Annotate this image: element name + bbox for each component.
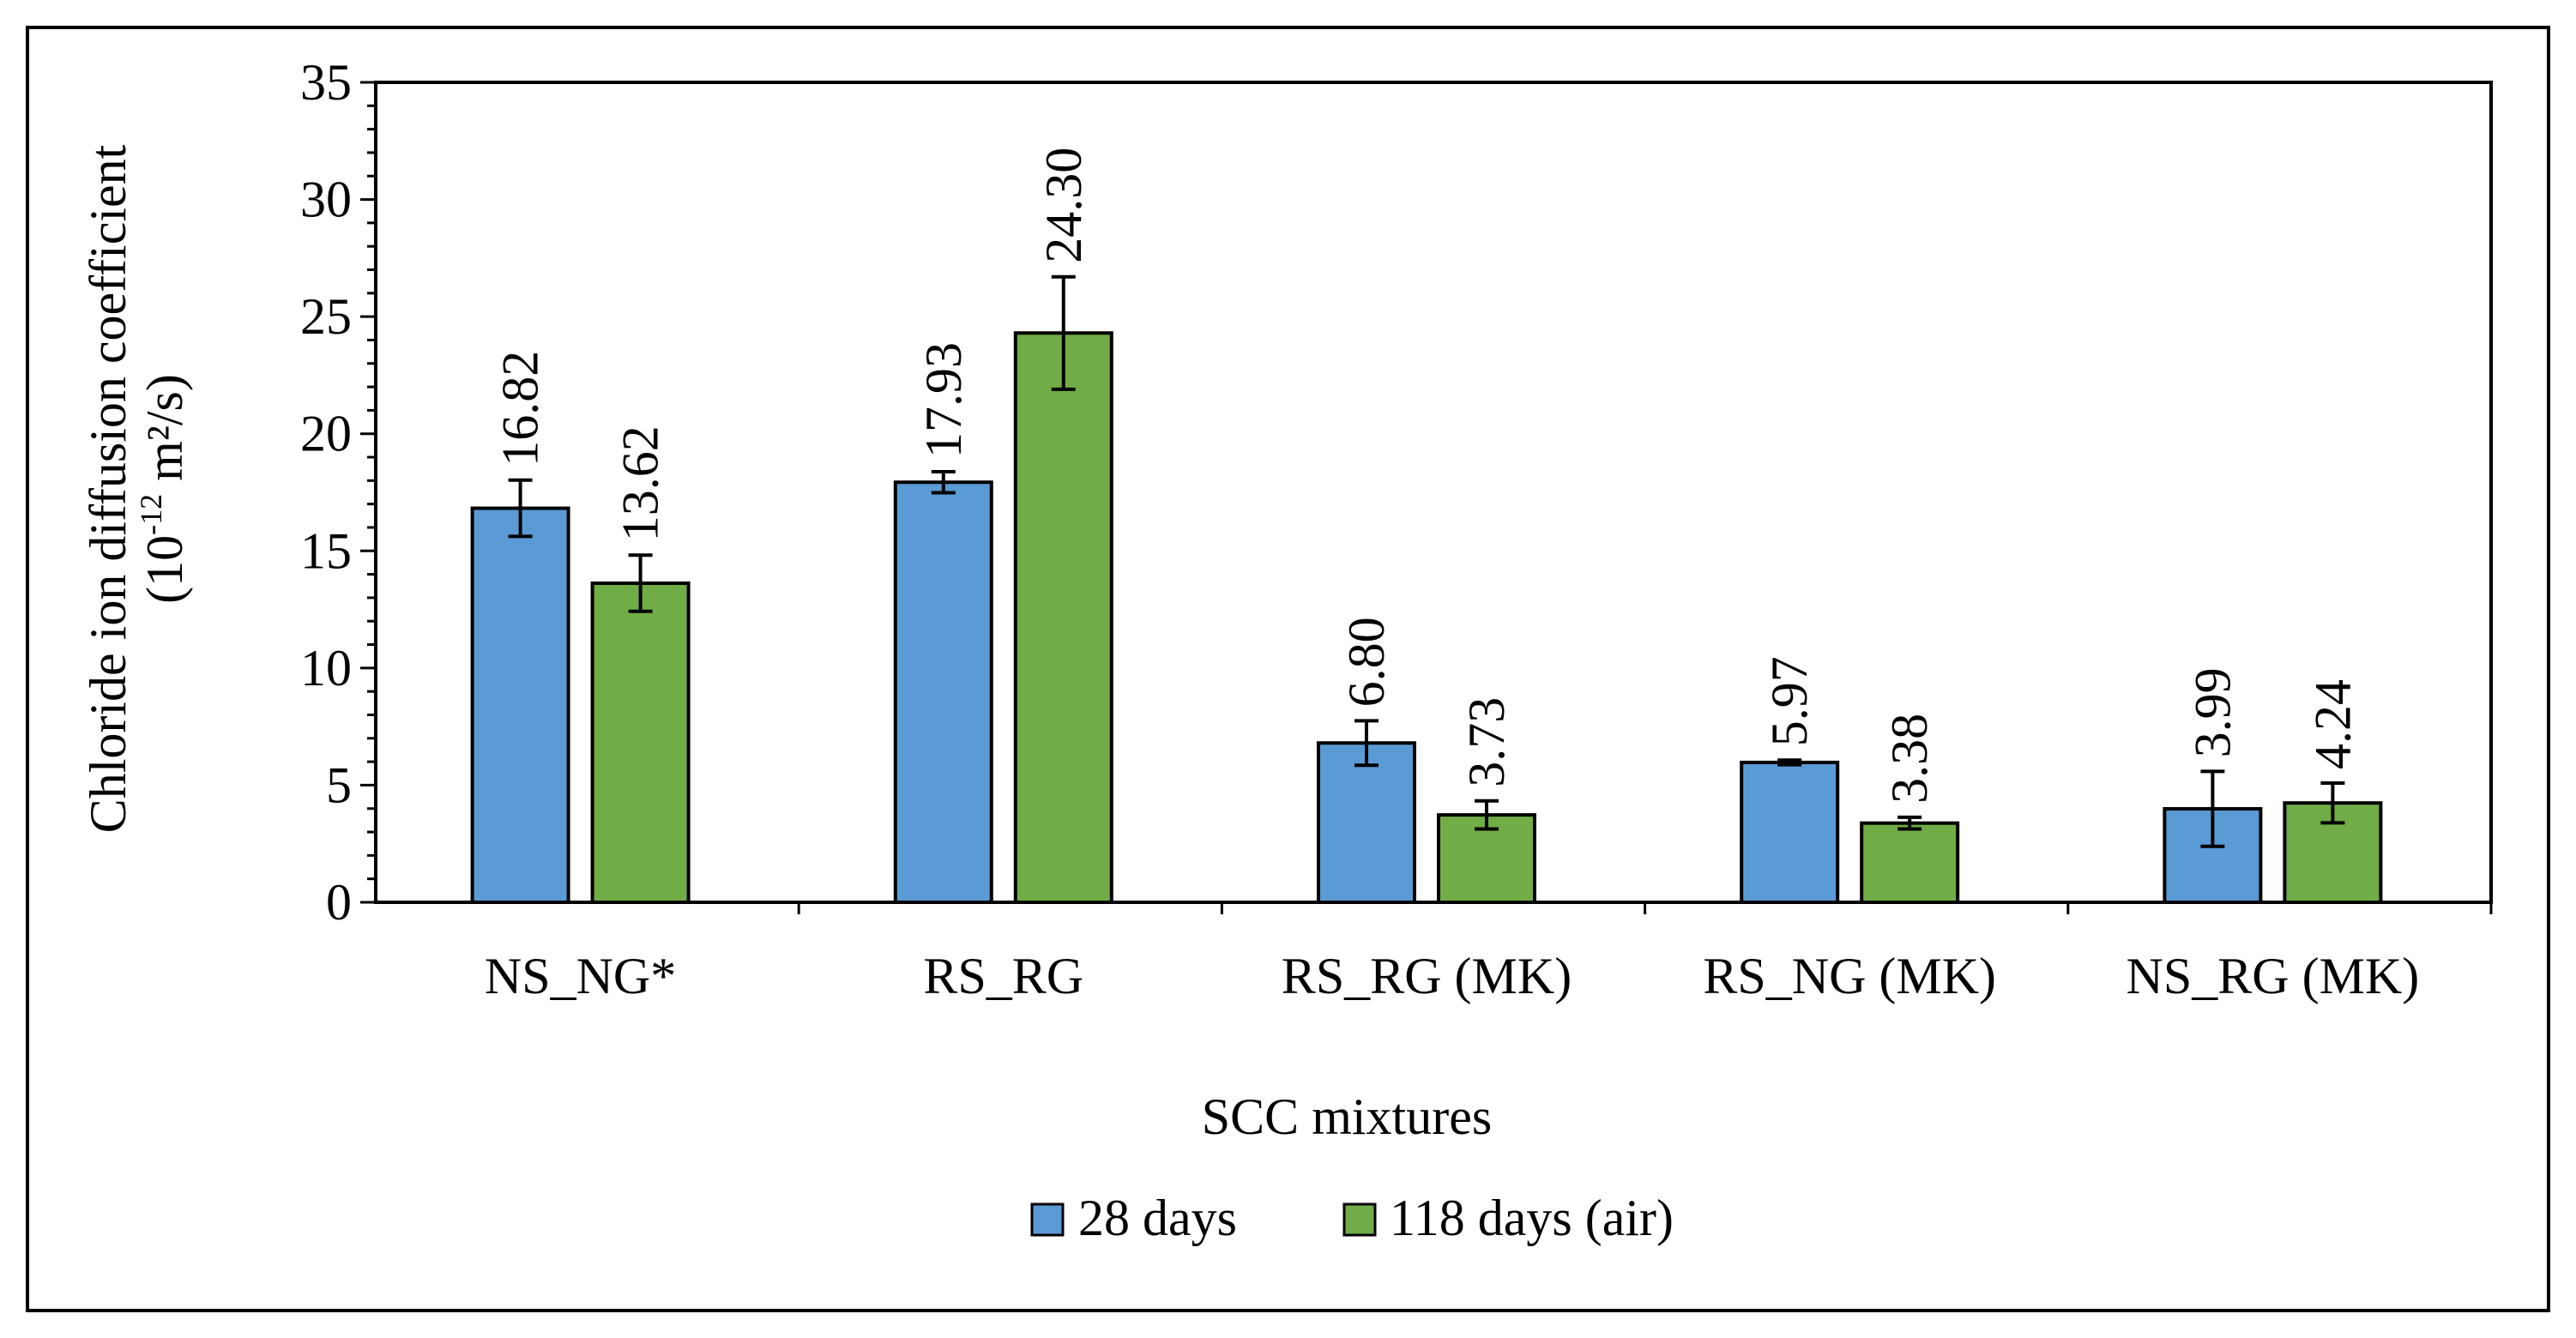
legend: 28 days 118 days (air) (1030, 1190, 1674, 1246)
y-tick-label: 10 (300, 640, 352, 696)
bar-118-days-air-rs-rg (1013, 331, 1113, 904)
data-label-118-days-air-ns-ng: 13.62 (612, 425, 669, 541)
data-label-118-days-air-rs-rg: 24.30 (1035, 148, 1092, 263)
y-tick-label: 15 (300, 522, 352, 579)
plot-area (374, 81, 2493, 904)
data-label-118-days-air-ns-rg-mk: 4.24 (2304, 679, 2361, 769)
bar-28-days-ns-ng (470, 506, 570, 905)
bar-28-days-rs-ng-mk (1740, 760, 1840, 904)
data-label-28-days-rs-rg-mk: 6.80 (1338, 617, 1395, 707)
y-axis-ticks: 0 5 10 15 20 25 30 35 (300, 54, 376, 931)
data-label-118-days-air-rs-ng-mk: 3.38 (1881, 714, 1938, 804)
data-label-28-days-rs-rg: 17.93 (915, 342, 972, 458)
data-label-28-days-ns-ng: 16.82 (492, 351, 549, 467)
x-axis-tick-labels: NS_NG* RS_RG RS_RG (MK) RS_NG (MK) NS_RG (MK… (485, 902, 2493, 1004)
x-tick-label-rs-ng-mk: RS_NG (MK) (1703, 948, 1996, 1004)
data-label-28-days-ns-rg-mk: 3.99 (2184, 667, 2241, 757)
bar-28-days-rs-rg (893, 480, 993, 905)
legend-label-28-days: 28 days (1078, 1190, 1237, 1246)
bar-118-days-air-rs-ng-mk (1860, 821, 1960, 905)
legend-swatch-118-days (1342, 1202, 1377, 1237)
x-tick-label-rs-rg: RS_RG (923, 948, 1083, 1004)
data-labels-layer: 16.82 13.62 17.93 24.30 6.80 3.73 5.97 3.38 3.99… (492, 148, 2362, 804)
y-axis-title-group: Chloride ion diffusion coefficient (10-1… (80, 144, 193, 833)
bar-118-days-air-ns-ng (590, 581, 691, 904)
legend-label-118-days: 118 days (air) (1390, 1190, 1674, 1246)
bars-layer (470, 331, 2383, 905)
y-axis-unit: (10-12 m²/s) (134, 374, 193, 604)
y-tick-label: 0 (326, 874, 352, 931)
legend-swatch-28-days (1030, 1202, 1065, 1237)
bar-28-days-rs-rg-mk (1317, 741, 1416, 905)
y-axis-title: Chloride ion diffusion coefficient (80, 144, 136, 833)
y-tick-label: 5 (326, 756, 352, 813)
x-tick-label-ns-rg-mk: NS_RG (MK) (2127, 948, 2420, 1004)
y-axis-unit-prefix: (10 (136, 535, 193, 604)
y-tick-label: 20 (300, 406, 352, 462)
y-axis-unit-suffix: m²/s) (136, 374, 193, 494)
chart-frame (26, 26, 2550, 1312)
y-tick-label: 35 (300, 54, 352, 111)
x-tick-label-ns-ng: NS_NG* (485, 948, 676, 1004)
x-tick-label-rs-rg-mk: RS_RG (MK) (1282, 948, 1572, 1004)
y-tick-label: 30 (300, 172, 352, 228)
x-axis-title: SCC mixtures (1202, 1088, 1492, 1145)
data-label-118-days-air-rs-rg-mk: 3.73 (1458, 697, 1515, 787)
plot-area-border (374, 81, 2493, 904)
y-tick-label: 25 (300, 288, 352, 345)
y-axis-unit-exponent: -12 (134, 494, 168, 535)
data-label-28-days-rs-ng-mk: 5.97 (1761, 656, 1818, 746)
error-bars-layer (508, 274, 2345, 848)
